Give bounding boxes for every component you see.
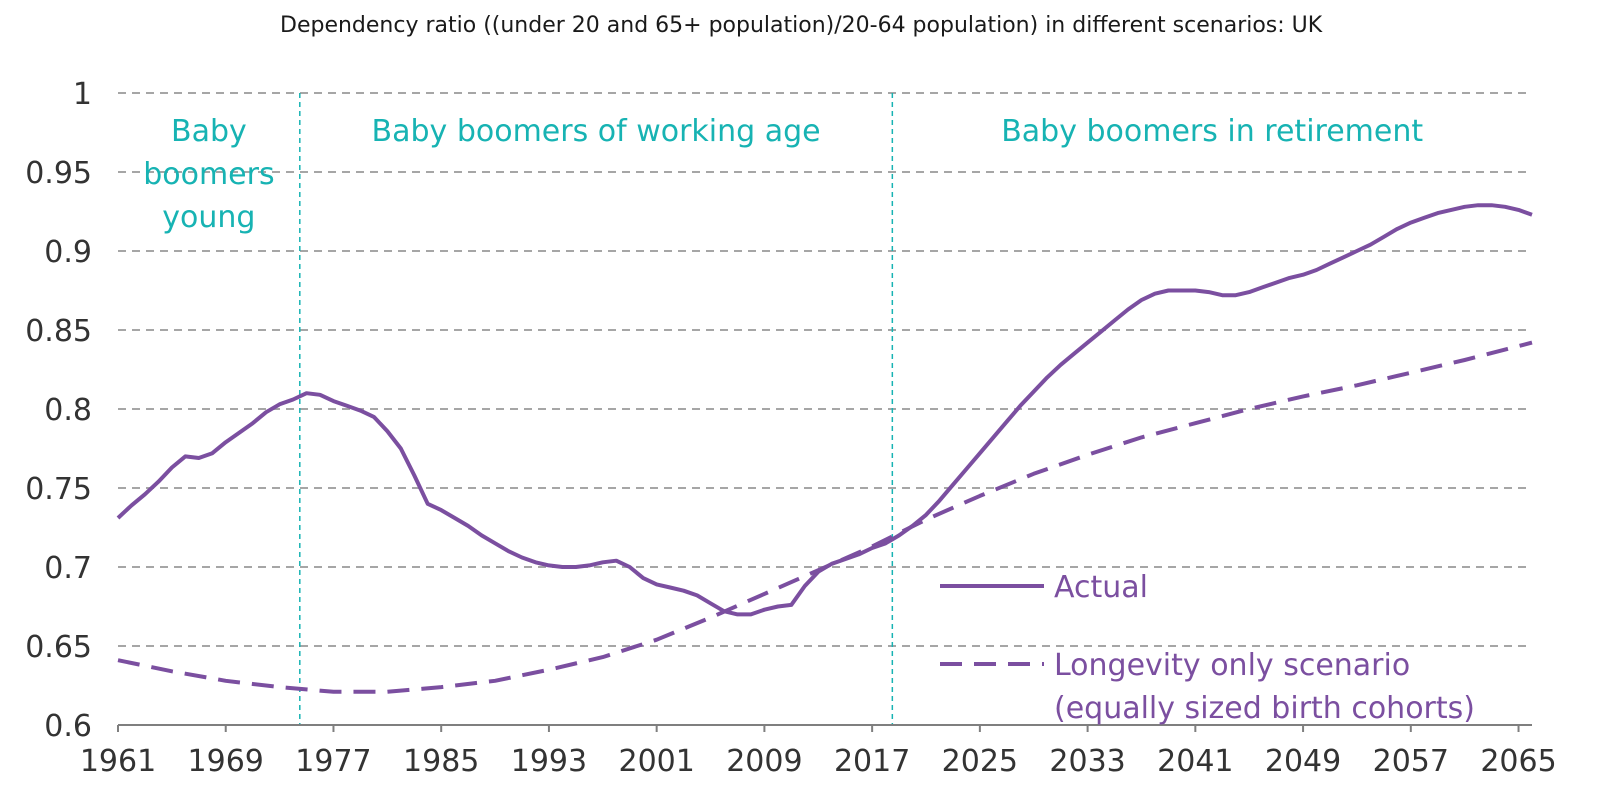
x-tick-label: 2001	[618, 744, 694, 779]
axes: 0.6 0.65 0.7 0.75 0.8 0.85 0.9 0.95 1 1961 1969 197…	[25, 77, 1557, 779]
era-label: Baby boomers young	[143, 114, 274, 235]
chart-title: Dependency ratio ((under 20 and 65+ popu…	[280, 13, 1323, 38]
era-label-line: young	[162, 200, 255, 235]
series-longevity-line	[117, 340, 1533, 694]
x-tick-label: 2065	[1480, 744, 1556, 779]
y-tick-label: 0.95	[25, 156, 92, 191]
x-tick-label: 2049	[1265, 744, 1341, 779]
era-dividers	[299, 93, 894, 725]
legend-label-longevity: Longevity only scenario	[1054, 648, 1410, 683]
era-label-line: Baby	[171, 114, 247, 149]
x-tick-label: 1977	[295, 744, 371, 779]
era-label: Baby boomers of working age	[372, 114, 821, 149]
series-lines	[116, 203, 1533, 694]
era-label-line: Baby boomers in retirement	[1001, 114, 1423, 149]
x-tick-label: 2057	[1373, 744, 1449, 779]
x-tick-label: 2009	[726, 744, 802, 779]
legend-label-longevity-sub: (equally sized birth cohorts)	[1054, 691, 1475, 726]
era-label-line: boomers	[143, 157, 274, 192]
x-tick-label: 1993	[511, 744, 587, 779]
y-tick-label: 1	[73, 77, 92, 112]
legend: Actual Longevity only scenario (equally si…	[940, 570, 1475, 726]
gridlines	[118, 92, 1532, 647]
y-tick-label: 0.6	[44, 709, 92, 744]
y-tick-label: 0.65	[25, 630, 92, 665]
x-tick-label: 2017	[834, 744, 910, 779]
x-tick-label: 1961	[80, 744, 156, 779]
legend-label-actual: Actual	[1054, 570, 1148, 605]
y-tick-label: 0.7	[44, 551, 92, 586]
x-tick-label: 2025	[942, 744, 1018, 779]
y-tick-label: 0.85	[25, 314, 92, 349]
x-tick-label: 1985	[403, 744, 479, 779]
y-tick-label: 0.9	[44, 235, 92, 270]
x-tick-label: 1969	[188, 744, 264, 779]
x-tick-label: 2041	[1157, 744, 1233, 779]
x-tick-label: 2033	[1049, 744, 1125, 779]
y-tick-label: 0.8	[44, 393, 92, 428]
era-label: Baby boomers in retirement	[1001, 114, 1423, 149]
y-tick-label: 0.75	[25, 472, 92, 507]
era-labels: Baby boomers young Baby boomers of working …	[143, 114, 1423, 235]
era-label-line: Baby boomers of working age	[372, 114, 821, 149]
